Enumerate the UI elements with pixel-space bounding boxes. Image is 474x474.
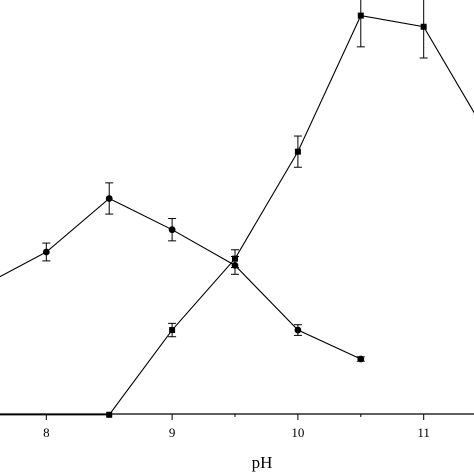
data-point-circle [357, 355, 365, 363]
x-tick-label: 9 [169, 425, 176, 440]
x-axis: 8 9 10 11 [0, 413, 474, 440]
data-point-square [294, 148, 301, 155]
data-point-circle [231, 261, 239, 269]
data-point-square [169, 327, 176, 334]
data-point-square [420, 23, 427, 30]
series-1-line [0, 14, 474, 416]
x-axis-title: pH [252, 453, 273, 472]
x-tick-label: 10 [291, 425, 304, 440]
x-tick-label: 11 [417, 425, 430, 440]
data-point-circle [168, 226, 176, 234]
plot-area [0, 0, 474, 418]
data-point-circle [294, 326, 302, 334]
series-2-line [0, 197, 362, 360]
x-tick-label: 8 [43, 425, 50, 440]
data-point-circle [42, 248, 50, 256]
data-point-square [357, 12, 364, 19]
data-point-circle [105, 195, 113, 202]
